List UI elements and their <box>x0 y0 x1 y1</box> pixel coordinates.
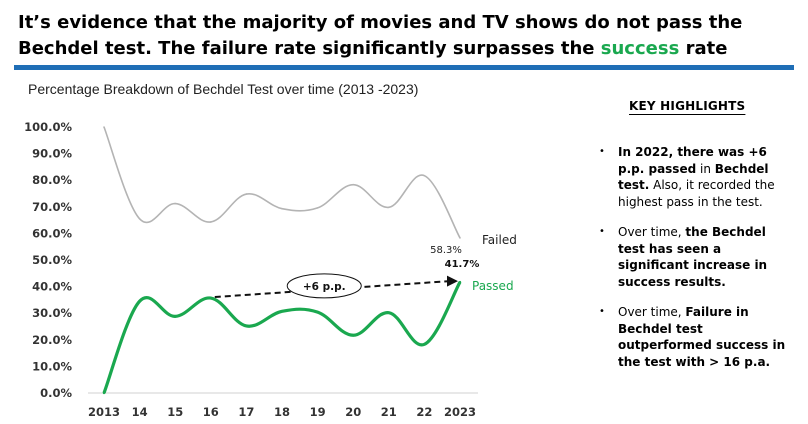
chart-title: Percentage Breakdown of Bechdel Test ove… <box>28 81 419 97</box>
x-tick-label: 19 <box>310 405 326 419</box>
y-tick-label: 70.0% <box>32 200 72 214</box>
highlight-item: Over time, the Bechdel test has seen a s… <box>599 224 789 290</box>
passed-point <box>280 310 284 313</box>
passed-end-value-label: 41.7% <box>445 259 480 270</box>
y-tick-label: 10.0% <box>32 359 72 373</box>
y-tick-label: 80.0% <box>32 173 72 187</box>
failed-point <box>316 207 319 209</box>
key-highlights-list: In 2022, there was +6 p.p. passed in Bec… <box>599 144 789 384</box>
y-tick-label: 40.0% <box>32 280 72 294</box>
failed-point <box>210 221 212 223</box>
headline-accent-word: success <box>600 38 680 59</box>
page-headline: It’s evidence that the majority of movie… <box>18 10 798 62</box>
failed-point <box>245 193 248 195</box>
passed-point <box>316 310 319 314</box>
annotation-label: +6 p.p. <box>303 281 346 293</box>
x-tick-label: 21 <box>381 405 397 419</box>
annotation-arrowhead <box>447 275 458 287</box>
key-highlights-title: KEY HIGHLIGHTS <box>629 99 746 113</box>
failed-point <box>388 206 390 209</box>
y-tick-label: 90.0% <box>32 147 72 161</box>
highlight-item: In 2022, there was +6 p.p. passed in Bec… <box>599 144 789 210</box>
highlight-item: Over time, Failure in Bechdel test outpe… <box>599 304 789 370</box>
highlight-text: Also, it recorded the highest pass in th… <box>618 178 775 209</box>
x-tick-label: 22 <box>416 405 432 419</box>
y-tick-label: 100.0% <box>24 120 72 134</box>
y-tick-label: 20.0% <box>32 333 72 347</box>
y-tick-label: 60.0% <box>32 226 72 240</box>
failed-point <box>459 237 461 239</box>
highlight-text: in <box>696 161 715 176</box>
passed-point <box>387 311 390 314</box>
title-divider <box>14 65 794 70</box>
passed-series-line <box>102 281 462 394</box>
y-tick-label: 30.0% <box>32 306 72 320</box>
passed-point <box>458 280 462 284</box>
y-tick-label: 50.0% <box>32 253 72 267</box>
line-chart: 100.0% 90.0% 80.0% 70.0% 60.0% 50.0% 40.0% 30.0… <box>24 120 517 419</box>
highlight-text: Over time, <box>618 305 686 319</box>
failed-point <box>352 183 355 186</box>
highlight-text: In 2022, there was +6 p.p. passed <box>618 145 767 176</box>
x-tick-label: 2023 <box>444 405 476 419</box>
passed-point <box>102 391 106 395</box>
x-tick-label: 14 <box>132 405 148 419</box>
failed-series-line <box>103 126 461 239</box>
x-tick-label: 20 <box>345 405 361 419</box>
highlight-text: Failure in Bechdel test outperformed suc… <box>618 305 786 369</box>
highlight-text: the Bechdel test has seen a significant … <box>618 225 768 289</box>
failed-point <box>103 126 105 128</box>
passed-point <box>174 315 177 318</box>
passed-point <box>423 343 426 346</box>
passed-point <box>209 296 212 300</box>
x-tick-label: 18 <box>274 405 290 419</box>
failed-point <box>423 174 426 177</box>
failed-end-value-label: 58.3% <box>430 245 462 256</box>
x-tick-label: 15 <box>167 405 183 419</box>
annotation-bubble <box>286 273 362 299</box>
failed-point <box>281 207 283 210</box>
y-tick-label: 0.0% <box>40 386 72 400</box>
highlight-text: Over time, <box>618 225 686 239</box>
passed-point <box>352 334 355 337</box>
failed-series-label: Failed <box>482 233 517 247</box>
highlight-text: Bechdel test. <box>618 161 769 193</box>
failed-point <box>138 217 141 220</box>
headline-text: It’s evidence that the majority of movie… <box>18 12 743 59</box>
passed-point <box>245 324 248 328</box>
passed-point <box>138 300 141 303</box>
passed-series-label: Passed <box>472 279 514 293</box>
headline-text-end: rate <box>679 38 728 59</box>
failed-point <box>174 202 176 205</box>
x-tick-label: 17 <box>238 405 254 419</box>
x-tick-label: 16 <box>203 405 219 419</box>
x-tick-label: 2013 <box>88 405 120 419</box>
